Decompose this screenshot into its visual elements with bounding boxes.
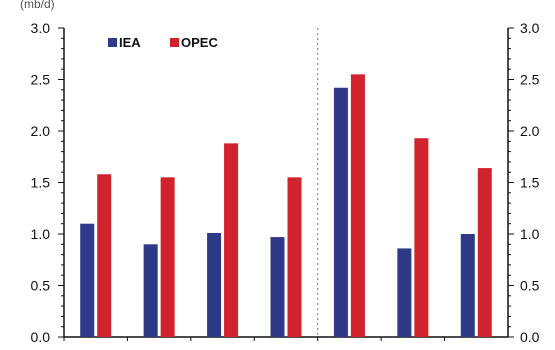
bar-opec-3: [224, 143, 239, 337]
bar-opec-4: [287, 177, 302, 337]
bar-opec-7: [477, 168, 492, 337]
y-tick-label-left: 1.0: [31, 226, 51, 242]
legend-swatch-opec: [170, 38, 179, 47]
bar-iea-7: [460, 234, 475, 337]
bar-iea-1: [80, 223, 95, 337]
y-tick-label-right: 3.0: [520, 20, 540, 36]
y-tick-label-left: 3.0: [31, 20, 51, 36]
y-tick-label-left: 1.5: [31, 175, 51, 191]
y-tick-label-right: 2.0: [520, 123, 540, 139]
unit-label: (mb/d): [20, 0, 55, 11]
legend: IEA OPEC: [108, 35, 218, 50]
legend-label-opec: OPEC: [181, 35, 218, 50]
y-tick-label-right: 0.0: [520, 329, 540, 345]
bar-iea-4: [270, 237, 285, 337]
legend-label-iea: IEA: [119, 35, 141, 50]
y-tick-label-right: 2.5: [520, 72, 540, 88]
bar-iea-2: [143, 244, 158, 337]
bar-iea-5: [333, 87, 348, 338]
y-tick-label-right: 1.5: [520, 175, 540, 191]
bars: [80, 74, 492, 338]
y-tick-label-left: 2.5: [31, 72, 51, 88]
bar-opec-2: [160, 177, 175, 337]
y-tick-label-left: 2.0: [31, 123, 51, 139]
y-tick-label-right: 1.0: [520, 226, 540, 242]
bar-opec-1: [97, 174, 112, 337]
bar-iea-3: [207, 232, 222, 337]
bar-iea-6: [397, 248, 412, 337]
bar-opec-5: [350, 74, 365, 337]
y-tick-label-left: 0.5: [31, 278, 51, 294]
bar-opec-6: [414, 138, 429, 337]
y-tick-label-left: 0.0: [31, 329, 51, 345]
axes: 0.0 0.0 0.5 0.5 1.0 1.0 1.5 1.5 2.0 2.0 2.5 2.5 3.0 3…: [31, 20, 540, 345]
y-tick-label-right: 0.5: [520, 278, 540, 294]
legend-swatch-iea: [108, 38, 117, 47]
